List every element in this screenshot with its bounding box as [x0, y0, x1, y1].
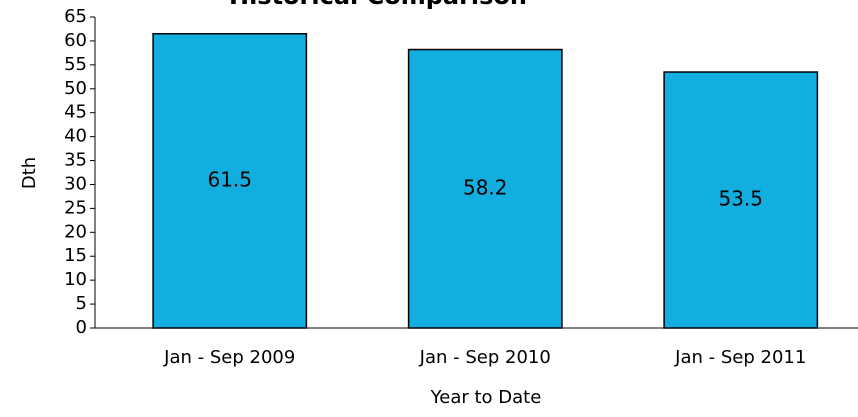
data-label: 61.5 [207, 167, 252, 191]
x-axis-label: Year to Date [430, 387, 542, 408]
y-tick-label: 30 [64, 173, 87, 194]
y-tick-label: 35 [64, 150, 87, 171]
x-tick-label: Jan - Sep 2011 [674, 347, 806, 368]
y-tick-label: 65 [64, 6, 87, 27]
chart-title: Historical Comparison [229, 0, 527, 10]
y-tick-label: 60 [64, 30, 87, 51]
bar [663, 71, 819, 329]
y-axis-label: Dth [19, 157, 40, 189]
data-label: 53.5 [718, 187, 763, 211]
y-tick-label: 10 [64, 269, 87, 290]
y-tick-label: 40 [64, 126, 87, 147]
y-tick-label: 15 [64, 245, 87, 266]
y-tick-label: 55 [64, 54, 87, 75]
data-label: 58.2 [463, 175, 508, 199]
y-tick-label: 5 [76, 293, 87, 314]
x-tick-label: Jan - Sep 2009 [163, 347, 295, 368]
bar [407, 48, 563, 329]
y-tick-label: 20 [64, 221, 87, 242]
y-tick-label: 25 [64, 197, 87, 218]
y-tick-label: 45 [64, 102, 87, 123]
x-tick-label: Jan - Sep 2010 [419, 347, 551, 368]
y-tick-label: 50 [64, 78, 87, 99]
y-tick-label: 0 [76, 317, 87, 338]
bar [152, 32, 308, 329]
